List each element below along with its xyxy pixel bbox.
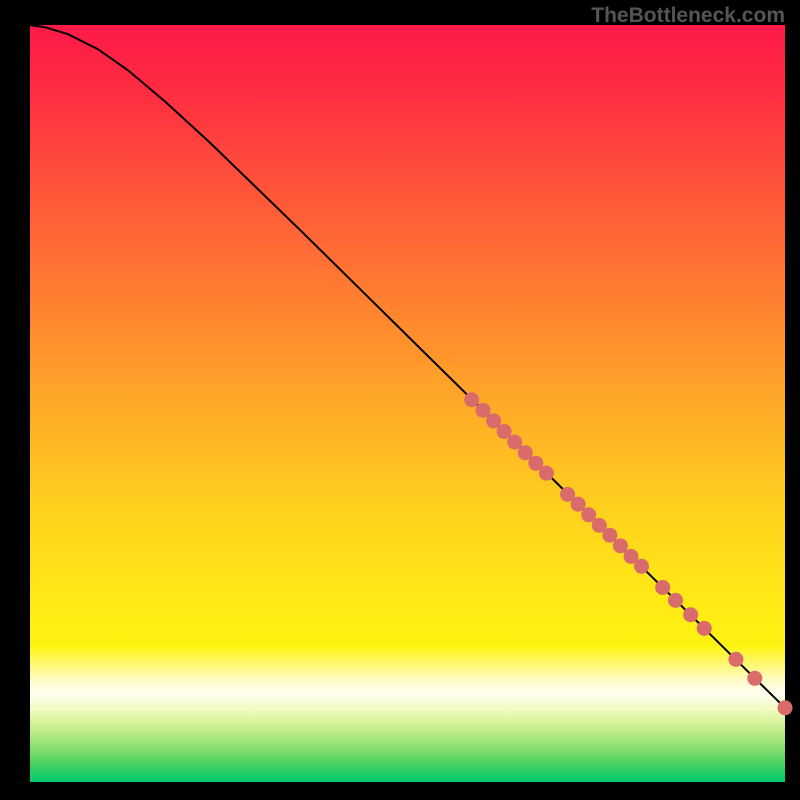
- curve-marker: [634, 559, 649, 574]
- watermark-text: TheBottleneck.com: [591, 4, 785, 28]
- curve-marker: [581, 507, 596, 522]
- curve-marker: [571, 497, 586, 512]
- curve-marker: [655, 580, 670, 595]
- curve-marker: [728, 652, 743, 667]
- curve-marker: [613, 538, 628, 553]
- curve-marker: [464, 392, 479, 407]
- curve-marker: [507, 435, 522, 450]
- curve-marker: [602, 528, 617, 543]
- curve-layer: [0, 0, 800, 800]
- curve-marker: [778, 700, 793, 715]
- curve-marker: [668, 593, 683, 608]
- curve-marker: [518, 445, 533, 460]
- curve-marker: [497, 424, 512, 439]
- curve-marker: [486, 413, 501, 428]
- chart-container: TheBottleneck.com: [0, 0, 800, 800]
- curve-marker: [683, 607, 698, 622]
- curve-marker: [697, 621, 712, 636]
- curve-marker: [539, 466, 554, 481]
- curve-marker: [476, 403, 491, 418]
- curve-marker: [747, 671, 762, 686]
